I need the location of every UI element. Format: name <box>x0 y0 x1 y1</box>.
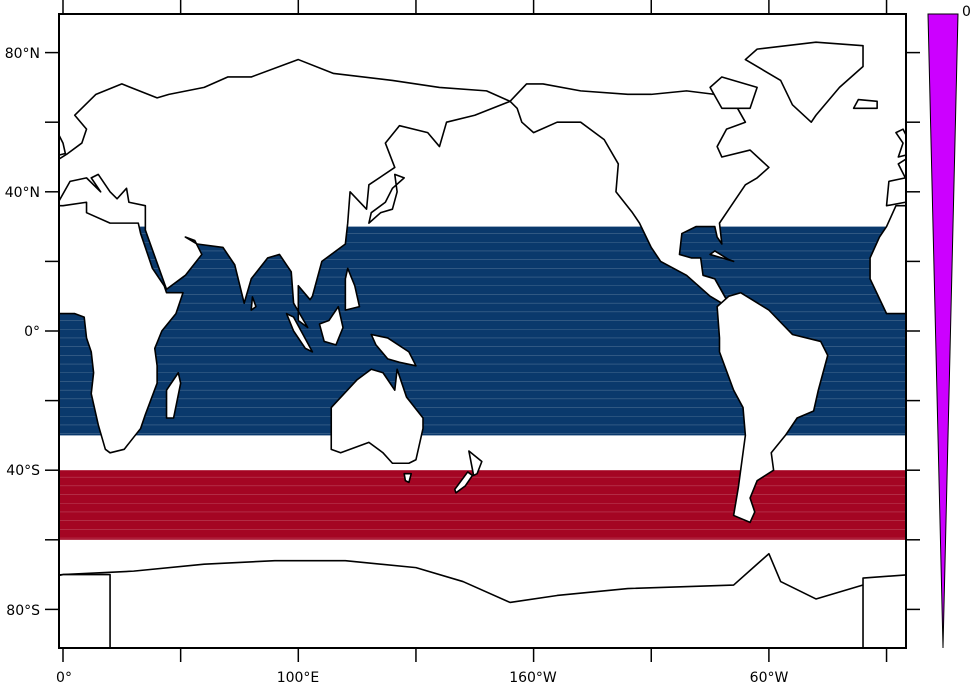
landmass-newguinea <box>370 333 417 367</box>
landmass-japan <box>368 173 405 224</box>
landmass-tasmania <box>403 472 413 484</box>
colorbar: 0 <box>927 4 971 649</box>
landmass-madagascar <box>165 371 182 419</box>
landmass-nz_south <box>453 471 474 494</box>
landmass-southamerica <box>716 291 829 524</box>
landmass-iceland <box>7 100 31 109</box>
landmass-africa <box>869 204 906 315</box>
y-axis-labels: 80°N 40°N 0° 40°S 80°S <box>5 46 40 619</box>
landmass-srilanka <box>250 296 257 311</box>
landmass-greenland <box>744 41 864 123</box>
landmass-eurasia <box>59 58 511 329</box>
landmass-africa <box>59 201 184 454</box>
colorbar-label: 0 <box>962 4 971 20</box>
landmass-philippines <box>344 267 361 311</box>
landmass-australia <box>330 368 424 465</box>
landmass-cuba <box>709 250 735 263</box>
landmass-baffin <box>709 76 758 110</box>
landmass-antarctica <box>59 552 906 648</box>
southern-band <box>59 470 906 540</box>
landmass-borneo <box>318 305 344 346</box>
colorbar-triangle <box>927 13 959 649</box>
axis-ticks <box>45 0 920 662</box>
landmass-uk <box>895 128 906 158</box>
y-tick-label: 40°N <box>5 185 40 201</box>
x-tick-label: 100°E <box>277 670 320 684</box>
x-tick-label: 0° <box>56 670 72 684</box>
landmass-iceland <box>852 98 878 110</box>
y-tick-label: 0° <box>24 324 40 340</box>
landmass-eurasia <box>885 158 906 207</box>
landmass-uk <box>59 133 67 156</box>
x-tick-label: 60°W <box>750 670 789 684</box>
y-tick-label: 80°S <box>6 603 40 619</box>
x-tick-label: 160°W <box>509 670 557 684</box>
landmass-antarctica <box>862 574 906 648</box>
coastlines <box>7 41 906 648</box>
y-tick-label: 40°S <box>6 463 40 479</box>
landmass-antarctica <box>59 573 111 648</box>
x-axis-labels: 0° 100°E 160°W 60°W <box>56 670 788 684</box>
landmass-nz_north <box>468 450 483 477</box>
y-tick-label: 80°N <box>5 46 40 62</box>
landmass-sumatra <box>285 312 314 353</box>
